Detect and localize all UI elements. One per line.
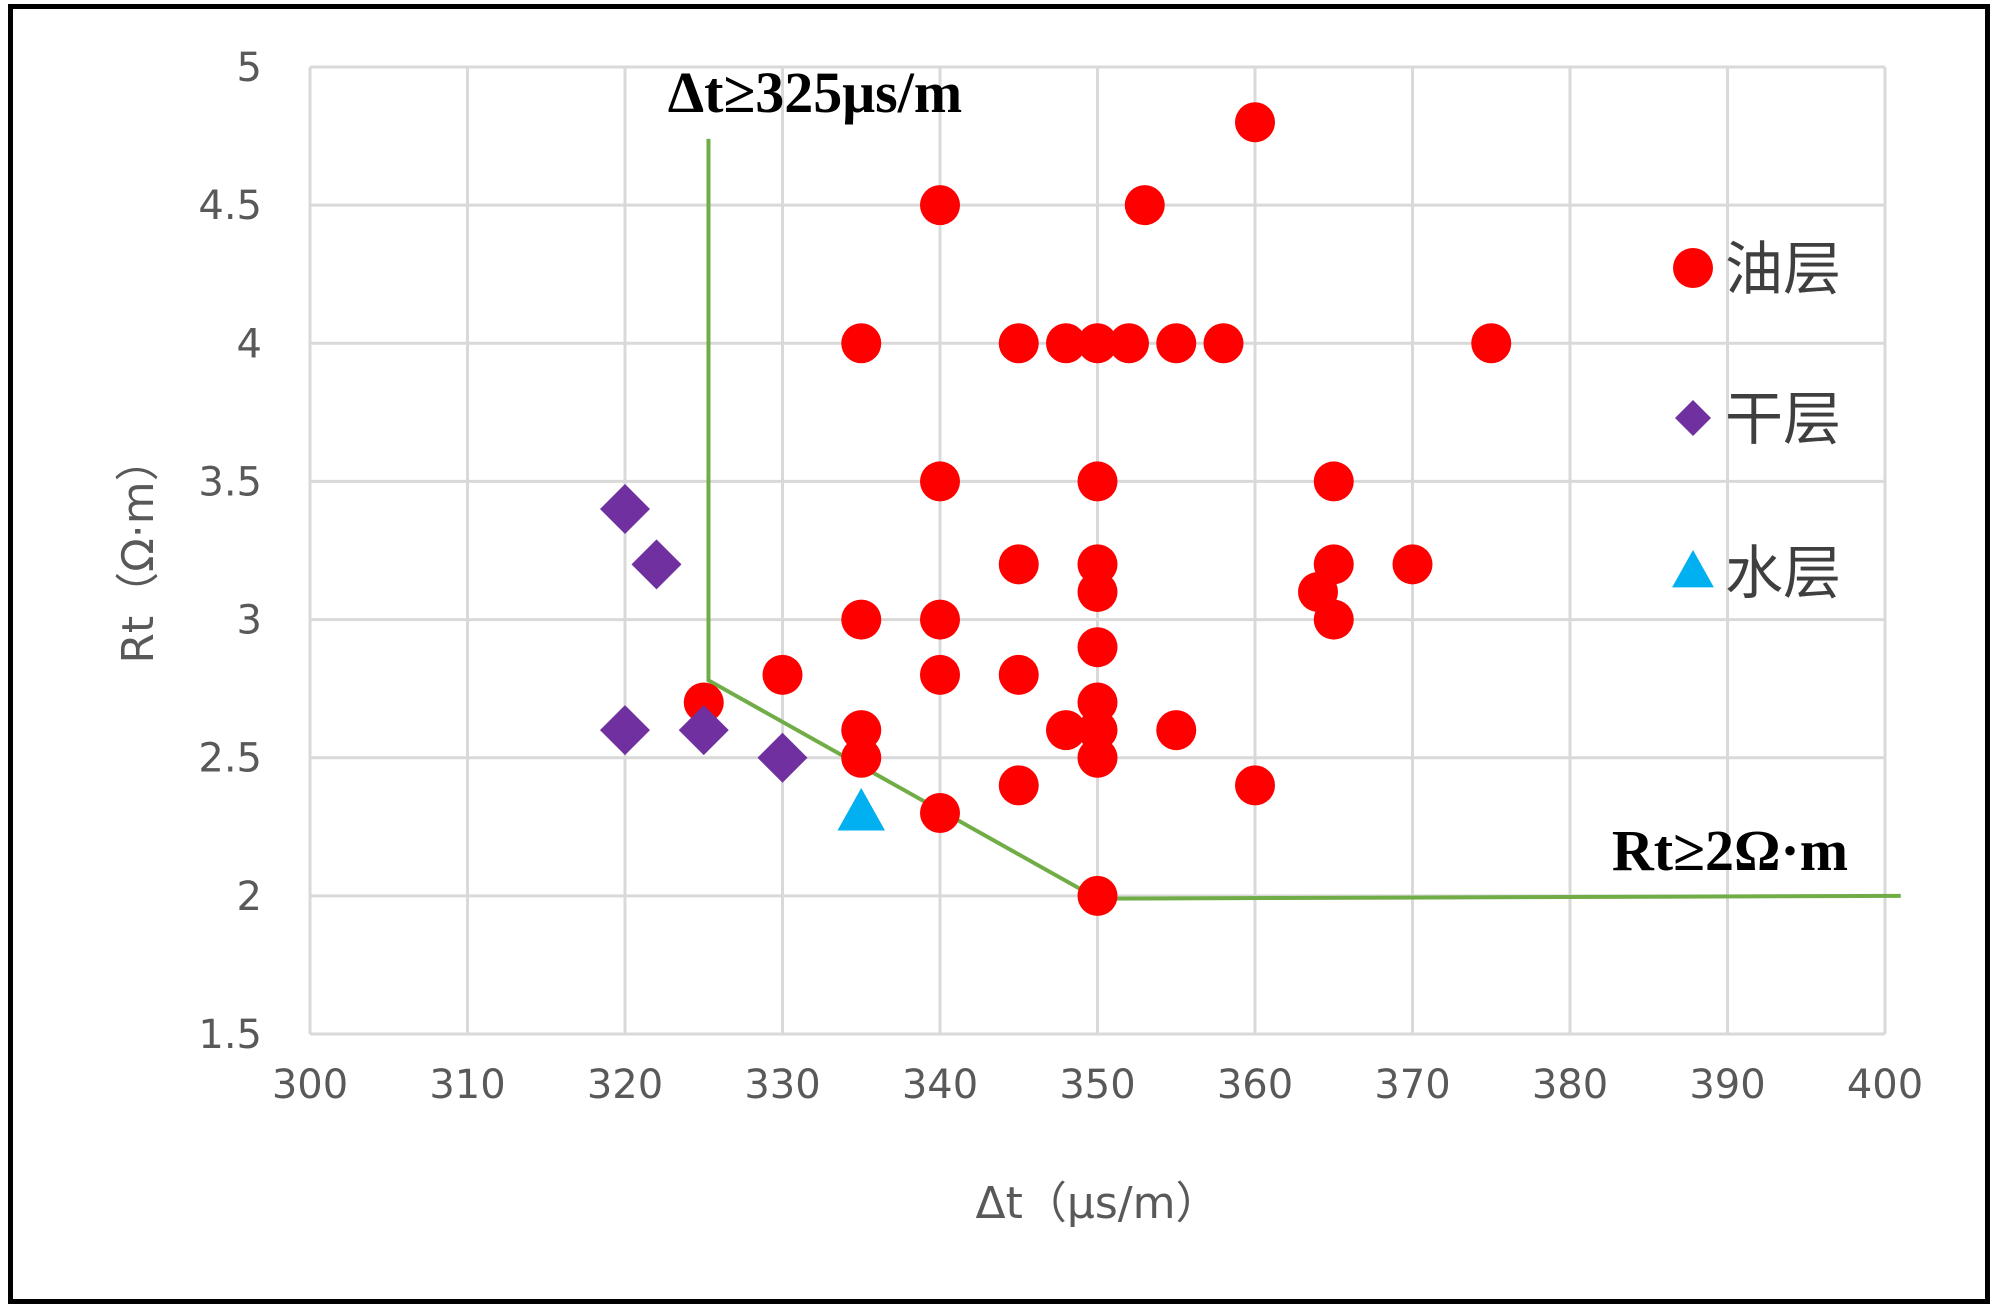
y-tick-label: 3.5 [198,459,262,505]
x-tick-labels: 300 310 320 330 340 350 360 370 380 390 400 [272,1062,1923,1108]
data-point-circle [1156,323,1197,364]
data-point-circle [1156,710,1197,751]
legend-marker-circle [1673,248,1713,288]
legend-label: 干层 [1725,385,1841,453]
data-point-circle [998,654,1039,695]
data-point-circle [1077,737,1118,778]
data-point-circle [1077,627,1118,668]
data-point-circle [998,544,1039,585]
y-tick-labels: 1.5 2 2.5 3 3.5 4 4.5 5 [198,45,262,1058]
x-tick-label: 330 [744,1062,820,1108]
data-point-circle [683,682,724,723]
data-point-diamond [600,705,650,756]
data-point-circle [920,654,960,695]
data-point-circle [1235,765,1275,806]
legend-marker-triangle [1672,550,1714,588]
y-tick-label: 4.5 [198,183,262,229]
y-tick-label: 2 [237,874,262,920]
y-tick-label: 5 [237,45,262,91]
data-point-circle [1109,323,1149,364]
x-tick-label: 300 [272,1062,348,1108]
data-point-circle [841,737,882,778]
data-point-circle [920,185,960,226]
data-point-circle [920,599,960,640]
y-tick-label: 1.5 [198,1012,262,1058]
y-axis-title: Rt（Ω·m） [113,437,164,663]
y-tick-label: 4 [237,321,262,367]
data-point-diamond [631,539,682,590]
data-point-circle [1203,323,1244,364]
data-point-circle [841,710,882,751]
data-point-circle [1235,102,1275,143]
data-point-diamond [600,484,650,535]
data-point-circle [920,792,960,833]
data-point-circle [1077,710,1118,751]
boundary-line [706,138,1901,901]
data-point-circle [1124,185,1165,226]
data-point-circle [1313,599,1354,640]
axes [308,67,1885,1036]
legend-marker-diamond [1675,400,1711,436]
legend-label: 油层 [1725,235,1841,303]
data-point-diamond [757,732,808,783]
data-point-circle [920,461,960,502]
y-tick-label: 3 [237,598,262,644]
data-point-circle [998,323,1039,364]
data-point-circle [1313,461,1354,502]
data-point-circle [1077,461,1118,502]
x-tick-label: 360 [1217,1062,1293,1108]
data-point-diamond [678,705,729,756]
x-tick-label: 370 [1374,1062,1450,1108]
y-tick-label: 2.5 [198,736,262,782]
data-point-circle [1077,875,1118,916]
data-point-circle [1392,544,1433,585]
x-axis-title: Δt（μs/m） [976,1178,1220,1229]
annotation-dt-threshold: Δt≥325μs/m [668,60,962,125]
legend-label: 水层 [1725,539,1841,607]
data-point-circle [1046,323,1086,364]
data-point-triangle [837,787,885,831]
data-point-circle [1077,323,1118,364]
x-tick-label: 310 [429,1062,505,1108]
x-tick-label: 400 [1847,1062,1923,1108]
data-point-circle [762,654,803,695]
data-point-circle [1077,682,1118,723]
annotation-rt-threshold: Rt≥2Ω·m [1612,818,1848,883]
x-tick-label: 340 [902,1062,978,1108]
data-point-circle [841,599,882,640]
x-tick-label: 320 [587,1062,663,1108]
data-point-circle [1046,710,1086,751]
data-point-circle [1077,571,1118,612]
x-tick-label: 350 [1059,1062,1135,1108]
x-tick-label: 390 [1689,1062,1765,1108]
data-point-circle [1471,323,1512,364]
x-tick-label: 380 [1532,1062,1608,1108]
data-point-circle [998,765,1039,806]
data-point-circle [841,323,882,364]
gridlines [310,65,1887,1034]
figure-frame [8,4,1990,1304]
data-point-circle [1077,544,1118,585]
boundary-polyline [706,138,1901,901]
data-points [600,102,1512,916]
